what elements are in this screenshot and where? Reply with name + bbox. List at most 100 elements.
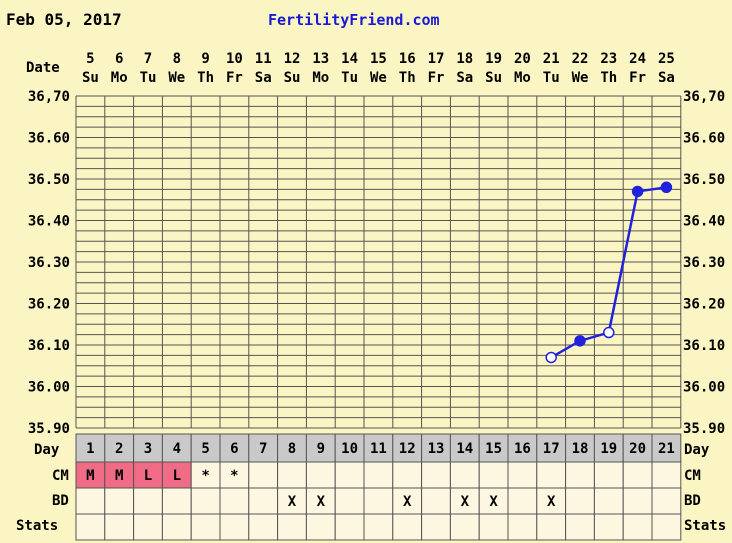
weekday-label: Fr: [226, 70, 243, 86]
cycle-day-cell-value: 18: [572, 441, 589, 457]
cycle-day-cell-value: 7: [259, 441, 267, 457]
cm-cell: [478, 461, 509, 489]
date-label: 11: [255, 51, 272, 67]
cycle-day-cell: [651, 433, 682, 463]
cm-cell: [565, 461, 595, 489]
weekday-label: Sa: [658, 70, 675, 86]
date-label: 25: [658, 51, 675, 67]
bd-cell: [133, 487, 163, 515]
temperature-series: [545, 181, 673, 364]
cm-cell: [622, 461, 653, 489]
cycle-day-cell: [449, 433, 480, 463]
y-tick-label-left: 36.60: [28, 131, 70, 147]
cycle-day-cell-value: 12: [399, 441, 416, 457]
cm-cell-value: M: [115, 468, 123, 484]
weekday-label: Su: [485, 70, 502, 86]
cm-cell: [536, 461, 567, 489]
y-axis-left: 36,70 36.60 36.50 36.40 36.30 36.20 36.10 36.00…: [28, 89, 70, 437]
stats-cell: [75, 513, 106, 541]
y-tick-label-right: 36,70: [683, 89, 725, 105]
cm-cell: [104, 461, 135, 489]
weekday-label: Sa: [456, 70, 473, 86]
date-row: 5 Su 6 Mo 7 Tu 8 We 9 Th 10 Fr 11 Sa 12 Su 13 Mo 14 Tu 15 We 1…: [82, 51, 675, 86]
cm-row-label: CM: [52, 468, 69, 484]
y-tick-label-left: 36.20: [28, 297, 70, 313]
date-label: 19: [485, 51, 502, 67]
stats-cell: [363, 513, 394, 541]
weekday-label: Mo: [514, 70, 531, 86]
cycle-day-cell-value: 4: [173, 441, 181, 457]
cm-row-label-right: CM: [684, 468, 701, 484]
bd-cell: [421, 487, 451, 515]
bd-cell-value: X: [288, 494, 297, 510]
day-row-label: Day: [34, 442, 60, 458]
bd-cell: [161, 487, 192, 515]
y-tick-label-left: 36,70: [28, 89, 70, 105]
cm-cell-value: L: [173, 468, 181, 484]
stats-cell: [507, 513, 538, 541]
date-label: 15: [370, 51, 387, 67]
y-tick-label-left: 36.50: [28, 172, 70, 188]
cycle-day-cell-value: 6: [230, 441, 238, 457]
stats-cell: [161, 513, 192, 541]
bd-cell-value: X: [317, 494, 326, 510]
cycle-day-cell: [133, 433, 163, 463]
date-label: 12: [284, 51, 301, 67]
y-tick-label-left: 36.40: [28, 214, 70, 230]
stats-cell: [622, 513, 653, 541]
bd-cell: [536, 487, 567, 515]
stats-cell: [248, 513, 279, 541]
date-label: 17: [428, 51, 445, 67]
stats-cell: [392, 513, 423, 541]
bd-cell: [248, 487, 279, 515]
bd-cell-value: X: [489, 494, 498, 510]
weekday-label: Fr: [428, 70, 445, 86]
cm-cell: [449, 461, 480, 489]
bd-row-label: BD: [52, 493, 69, 509]
chart-date-header: Feb 05, 2017: [6, 10, 122, 29]
date-label: 14: [341, 51, 358, 67]
bd-cell-value: X: [461, 494, 470, 510]
weekday-label: Mo: [111, 70, 128, 86]
date-label: 9: [201, 51, 209, 67]
cm-cell: [190, 461, 221, 489]
y-tick-label-right: 36.20: [683, 297, 725, 313]
bd-cell-value: X: [403, 494, 412, 510]
bd-cell: [334, 487, 365, 515]
weekday-label: Th: [399, 70, 416, 86]
cm-cell: [161, 461, 192, 489]
cm-cell: [507, 461, 538, 489]
weekday-label: Mo: [312, 70, 329, 86]
cycle-day-cell-value: 3: [144, 441, 152, 457]
temperature-point-open: [603, 326, 615, 339]
cm-cell-value: *: [230, 468, 238, 484]
cycle-day-cell-value: 15: [485, 441, 502, 457]
cm-cell: [305, 461, 336, 489]
stats-row-label: Stats: [16, 518, 58, 534]
site-name-link[interactable]: FertilityFriend.com: [268, 11, 440, 29]
cycle-day-cell-value: 1: [86, 441, 94, 457]
bd-cell: [219, 487, 250, 515]
date-label: 7: [144, 51, 152, 67]
cycle-day-cell: [305, 433, 336, 463]
bd-cell: [75, 487, 106, 515]
cycle-day-cell-value: 21: [658, 441, 675, 457]
weekday-label: Su: [82, 70, 99, 86]
weekday-label: Sa: [255, 70, 272, 86]
cm-cell: [277, 461, 307, 489]
date-label: 21: [543, 51, 560, 67]
y-tick-label-right: 36.10: [683, 338, 725, 354]
y-tick-label-left: 35.90: [28, 421, 70, 437]
weekday-label: Tu: [543, 70, 560, 86]
y-tick-label-left: 36.00: [28, 380, 70, 396]
cm-cell: [421, 461, 451, 489]
cycle-day-cell-value: 2: [115, 441, 123, 457]
cycle-day-cell-value: 17: [543, 441, 560, 457]
cycle-day-cell-value: 9: [317, 441, 325, 457]
bd-cell: [363, 487, 394, 515]
cm-cell: [334, 461, 365, 489]
cm-cell: [363, 461, 394, 489]
bd-cell: [449, 487, 480, 515]
temperature-point: [660, 181, 673, 194]
weekday-label: Fr: [629, 70, 646, 86]
